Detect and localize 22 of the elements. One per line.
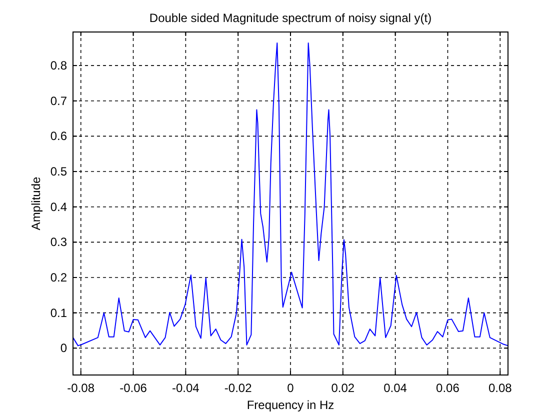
- y-tick-label: 0.7: [50, 94, 68, 108]
- x-tick-label: -0.08: [67, 381, 95, 395]
- y-tick-label: 0.5: [50, 164, 68, 179]
- x-tick-label: -0.04: [172, 381, 200, 395]
- y-tick-label: 0.1: [50, 306, 68, 320]
- x-tick-label: -0.02: [224, 381, 252, 395]
- y-tick-label: 0.6: [50, 129, 68, 144]
- chart-title: Double sided Magnitude spectrum of noisy signal y(t): [149, 11, 432, 25]
- y-tick-label: 0: [60, 341, 68, 356]
- x-tick-label: 0.08: [488, 381, 512, 395]
- x-tick-label: -0.06: [120, 381, 148, 395]
- y-axis-title: Amplitude: [29, 176, 43, 230]
- x-tick-label: 0.04: [384, 381, 408, 395]
- x-tick-label: 0.02: [331, 381, 355, 395]
- y-tick-label: 0.4: [50, 200, 68, 214]
- x-tick-label: 0.06: [436, 381, 460, 395]
- line-series: [72, 42, 508, 346]
- x-axis-title: Frequency in Hz: [246, 398, 334, 412]
- y-tick-label: 0.8: [50, 58, 68, 73]
- x-tick-label: 0: [287, 381, 294, 395]
- y-tick-label: 0.3: [50, 235, 68, 250]
- y-tick-label: 0.2: [50, 270, 68, 285]
